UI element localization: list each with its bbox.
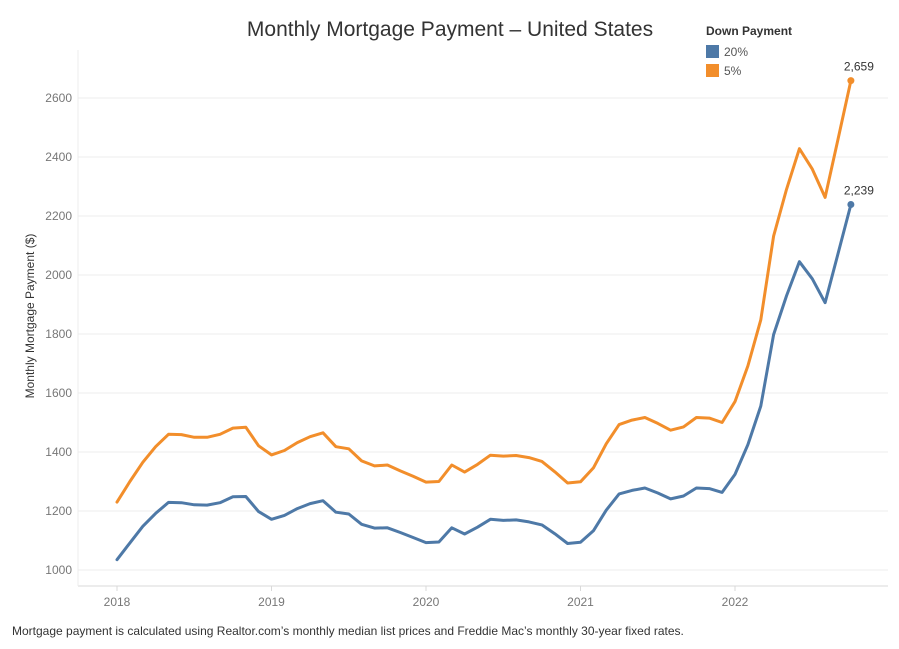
x-tick-label: 2018 [104, 595, 131, 609]
legend-title: Down Payment [706, 24, 793, 38]
y-tick-label: 1200 [45, 504, 72, 518]
x-tick-label: 2022 [722, 595, 749, 609]
end-point-marker [847, 200, 855, 208]
legend: Down Payment 20% 5% [706, 24, 792, 80]
legend-label-20-percent: 20% [724, 44, 749, 59]
x-tick-label: 2020 [413, 595, 440, 609]
end-data-label: 2,659 [844, 60, 874, 74]
y-tick-label: 2000 [45, 268, 72, 282]
x-tick-label: 2021 [567, 595, 594, 609]
y-tick-label: 2600 [45, 91, 72, 105]
legend-item-5-percent[interactable]: 5% [706, 61, 792, 80]
y-tick-label: 2400 [45, 150, 72, 164]
legend-swatch-5-percent [706, 64, 719, 77]
y-tick-label: 1400 [45, 445, 72, 459]
chart-title: Monthly Mortgage Payment – United States [246, 18, 654, 41]
x-tick-label: 2019 [258, 595, 285, 609]
legend-item-20-percent[interactable]: 20% [706, 42, 792, 61]
footnote: Mortgage payment is calculated using Rea… [12, 624, 684, 638]
y-axis-label: Monthly Mortgage Payment ($) [23, 234, 37, 399]
y-tick-label: 1600 [45, 386, 72, 400]
y-tick-label: 1000 [45, 563, 72, 577]
end-point-marker [847, 77, 855, 85]
legend-swatch-20-percent [706, 45, 719, 58]
end-data-label: 2,239 [844, 183, 874, 197]
y-tick-label: 2200 [45, 209, 72, 223]
legend-label-5-percent: 5% [724, 63, 742, 78]
series-line-5-percent [115, 79, 853, 504]
series-line-20-percent [115, 203, 853, 562]
y-tick-label: 1800 [45, 327, 72, 341]
